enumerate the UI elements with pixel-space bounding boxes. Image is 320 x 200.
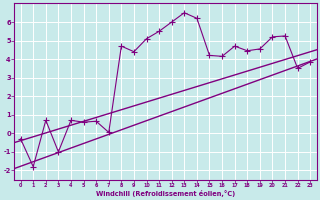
X-axis label: Windchill (Refroidissement éolien,°C): Windchill (Refroidissement éolien,°C) xyxy=(96,190,235,197)
